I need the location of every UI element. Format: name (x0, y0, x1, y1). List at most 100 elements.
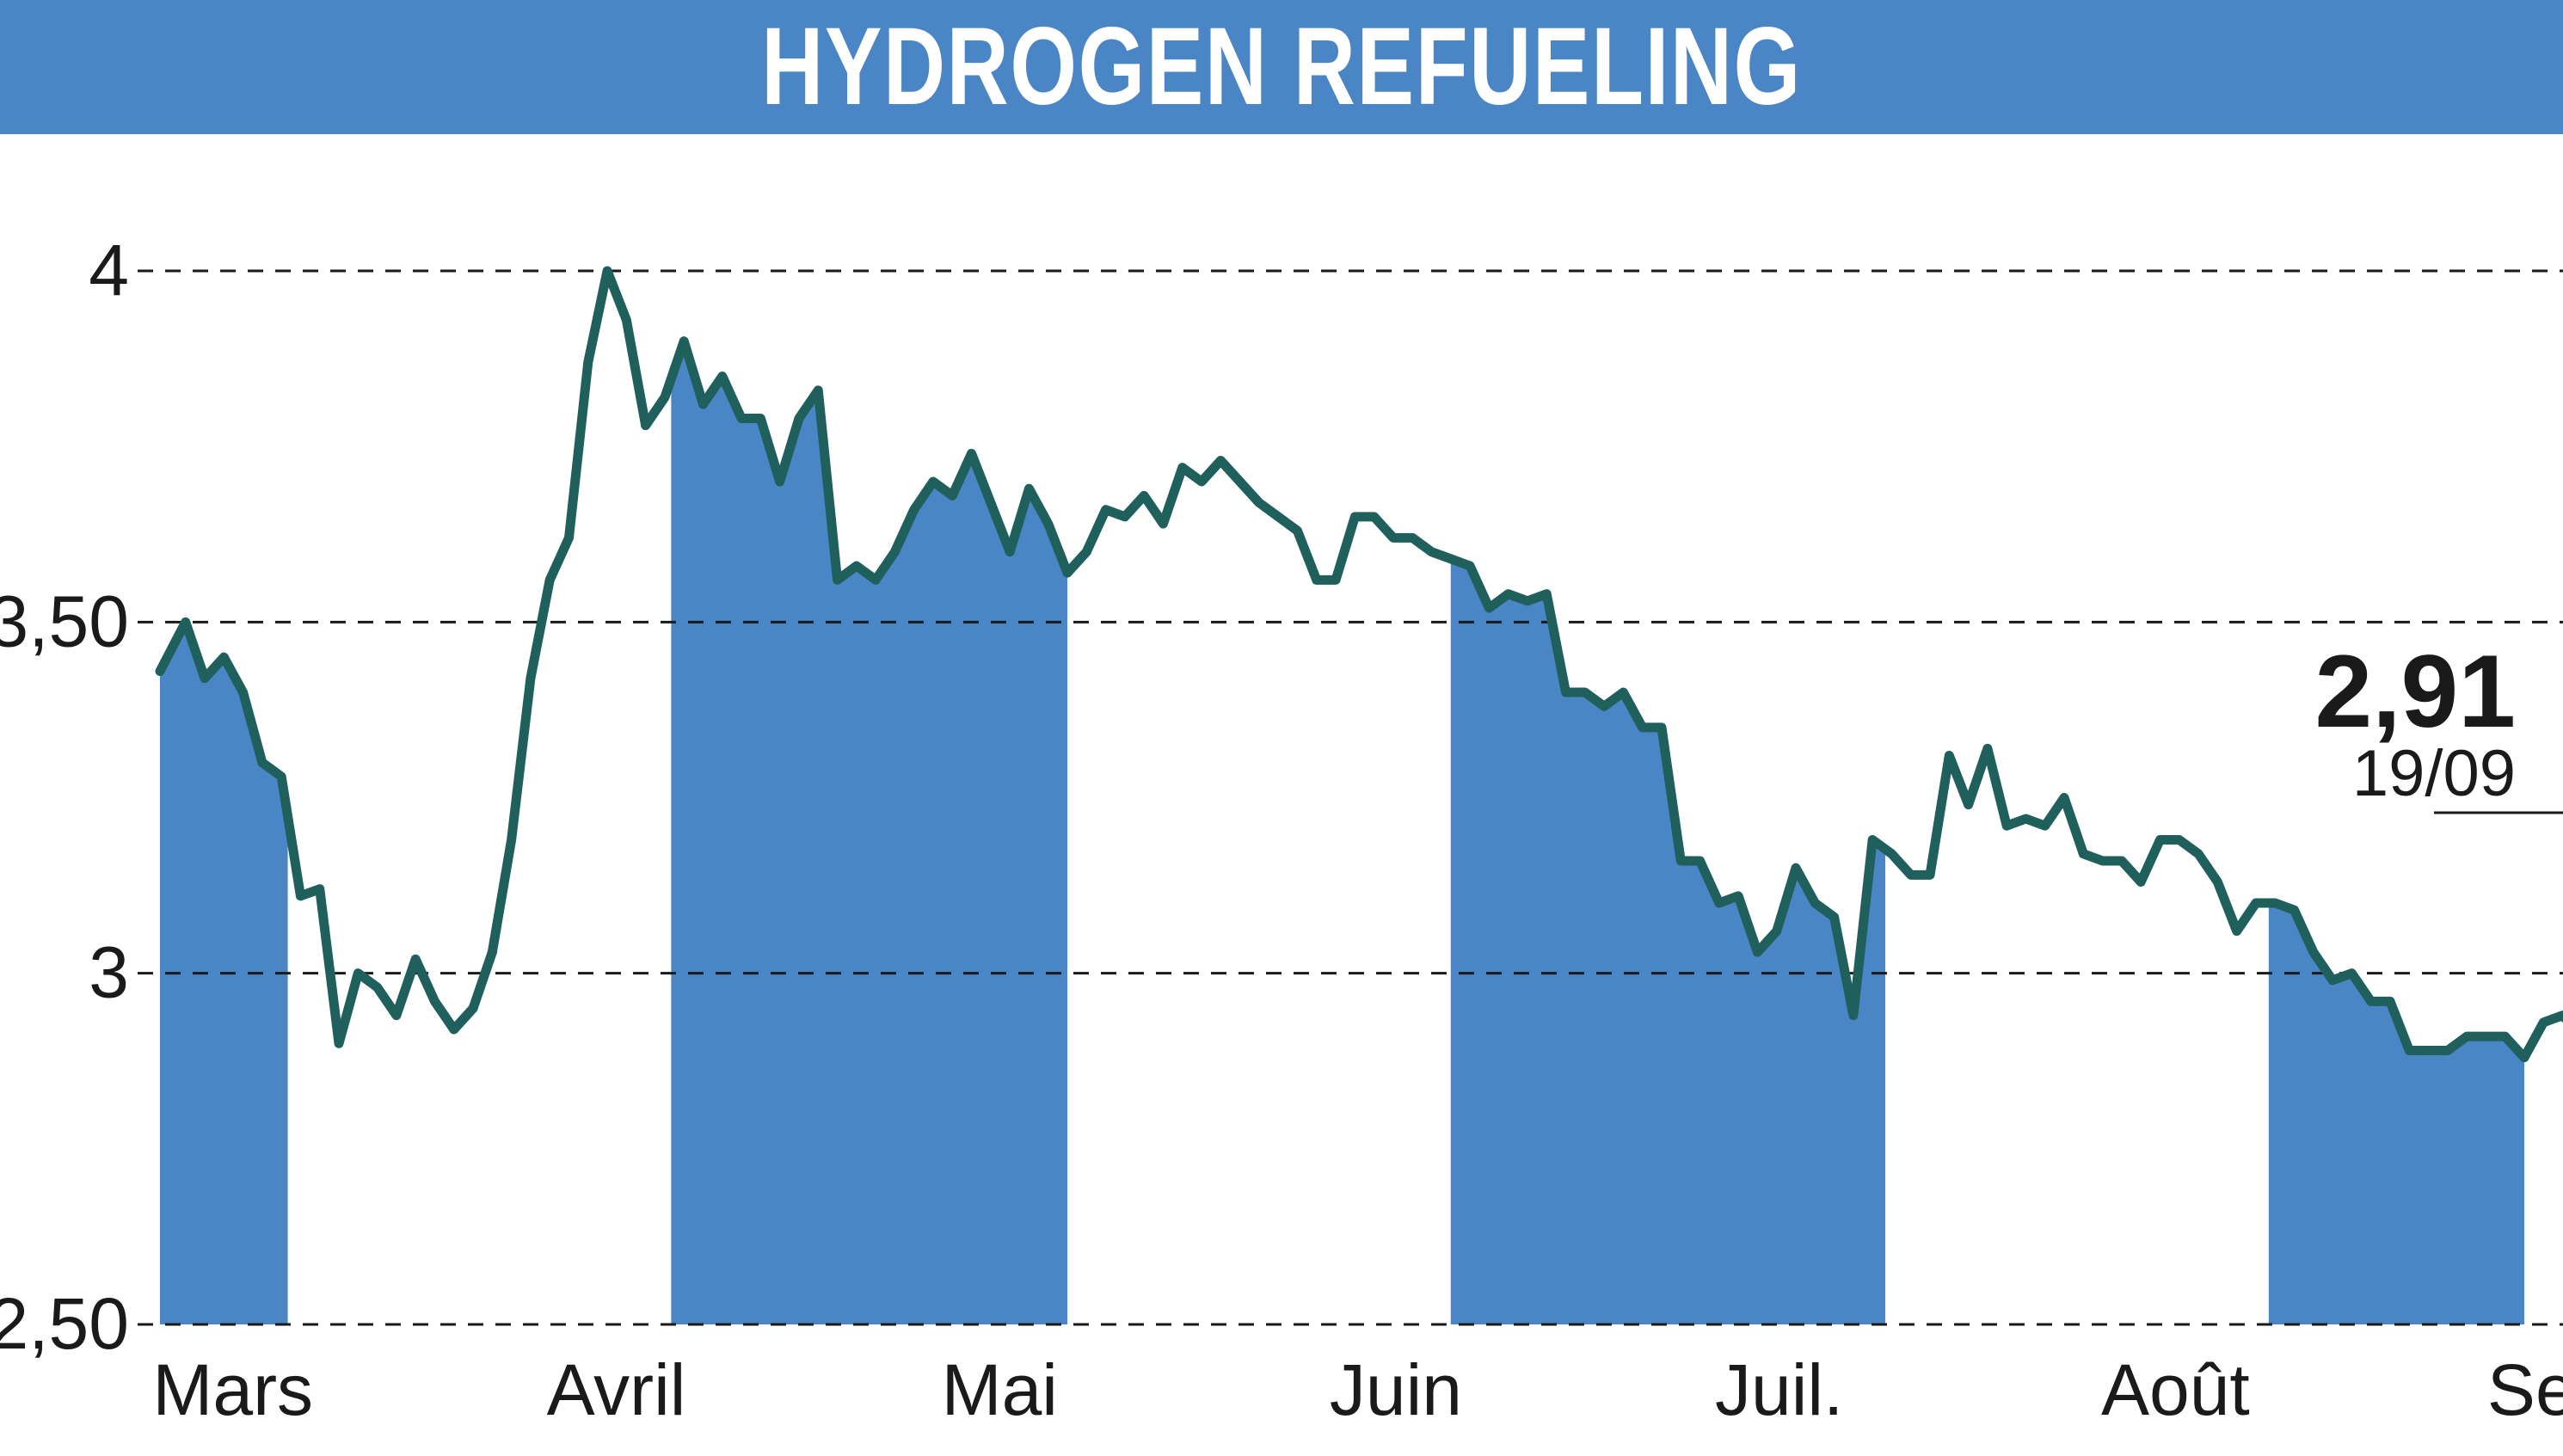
data-point (203, 677, 206, 680)
data-point (1392, 536, 1395, 539)
data-point (1679, 859, 1682, 863)
data-point (2446, 1049, 2449, 1052)
x-tick-label: Mai (942, 1349, 1058, 1430)
data-point (2504, 1035, 2507, 1038)
data-point (2388, 999, 2392, 1003)
data-point (395, 1014, 398, 1017)
data-point (1507, 593, 1510, 596)
data-point (797, 417, 801, 420)
data-point (1621, 691, 1625, 694)
data-point (587, 360, 590, 364)
data-point (1181, 466, 1184, 470)
data-point (414, 957, 417, 961)
data-point (1373, 515, 1376, 519)
data-point (2293, 908, 2296, 912)
chart-title: HYDROGEN REFUELING (761, 5, 1802, 128)
data-point (989, 501, 993, 504)
data-point (2331, 979, 2334, 982)
data-point (740, 417, 743, 420)
y-tick-label: 2,50 (0, 1283, 129, 1364)
data-point (1813, 901, 1816, 905)
data-point (1487, 606, 1490, 610)
data-point (1276, 515, 1280, 519)
data-point (2159, 839, 2162, 841)
data-point (1641, 726, 1644, 729)
data-point (242, 691, 245, 694)
data-point (893, 550, 896, 554)
data-point (1430, 550, 1434, 554)
data-point (356, 972, 360, 975)
data-point (1967, 803, 1970, 807)
data-point (2044, 824, 2047, 827)
data-point (2350, 972, 2353, 975)
data-point (721, 375, 724, 378)
data-point (1526, 599, 1529, 603)
data-point (298, 894, 302, 898)
data-point (261, 761, 264, 765)
data-point (2541, 1021, 2545, 1024)
x-tick-label: Mars (152, 1349, 313, 1430)
data-point (1583, 691, 1587, 694)
data-point (1104, 508, 1108, 512)
y-tick-label: 3,50 (0, 581, 129, 661)
data-point (2369, 999, 2373, 1003)
x-tick-label: Juin (1330, 1349, 1462, 1430)
price-series (155, 266, 2563, 1063)
data-point (510, 839, 513, 841)
data-point (1775, 930, 1779, 933)
x-tick-label: Juil. (1715, 1349, 1843, 1430)
data-point (433, 999, 436, 1003)
data-point (1315, 578, 1318, 581)
data-point (855, 564, 858, 568)
data-point (1008, 550, 1011, 554)
data-point (2101, 859, 2105, 863)
data-point (2139, 881, 2142, 883)
data-point (644, 424, 648, 427)
data-point (2178, 839, 2181, 841)
data-point (2216, 881, 2219, 883)
data-point (2062, 796, 2066, 799)
data-point (816, 389, 820, 392)
data-point (490, 950, 494, 954)
data-point (2312, 950, 2315, 954)
data-point (1602, 704, 1606, 708)
data-point (2427, 1049, 2431, 1052)
data-point (2465, 1035, 2468, 1038)
data-point (222, 655, 225, 659)
data-point (1142, 494, 1146, 497)
data-point (2120, 859, 2124, 863)
data-point (2005, 824, 2008, 827)
data-point (1736, 894, 1740, 898)
callout-leader (2434, 811, 2563, 814)
data-point (1947, 754, 1951, 757)
data-point (2081, 852, 2085, 856)
x-axis-ticks: Mars Avril Mai Juin Juil. Août Sept. (152, 1349, 2563, 1430)
data-point (158, 670, 162, 673)
data-point (874, 578, 877, 581)
data-point (2523, 1056, 2526, 1060)
month-band-2 (671, 341, 1068, 1325)
data-point (452, 1028, 456, 1031)
data-point (1353, 515, 1356, 519)
data-point (1257, 501, 1261, 504)
data-point (663, 396, 667, 399)
data-point (1468, 564, 1472, 568)
data-point (913, 508, 916, 512)
data-point (1718, 901, 1721, 905)
data-point (1755, 950, 1759, 954)
data-point (1027, 487, 1030, 490)
data-point (1794, 866, 1798, 869)
data-point (1123, 515, 1127, 519)
month-band-3 (1450, 558, 1886, 1324)
data-point (2235, 930, 2239, 933)
data-point (1047, 522, 1050, 525)
data-point (1928, 873, 1932, 876)
data-point (1219, 459, 1222, 462)
data-point (2484, 1035, 2487, 1038)
data-point (1564, 691, 1568, 694)
data-point (2197, 852, 2200, 856)
data-point (1871, 839, 1874, 841)
data-point (1238, 480, 1242, 483)
data-point (318, 888, 322, 891)
